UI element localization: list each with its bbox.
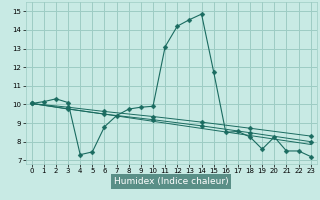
X-axis label: Humidex (Indice chaleur): Humidex (Indice chaleur) [114, 177, 228, 186]
